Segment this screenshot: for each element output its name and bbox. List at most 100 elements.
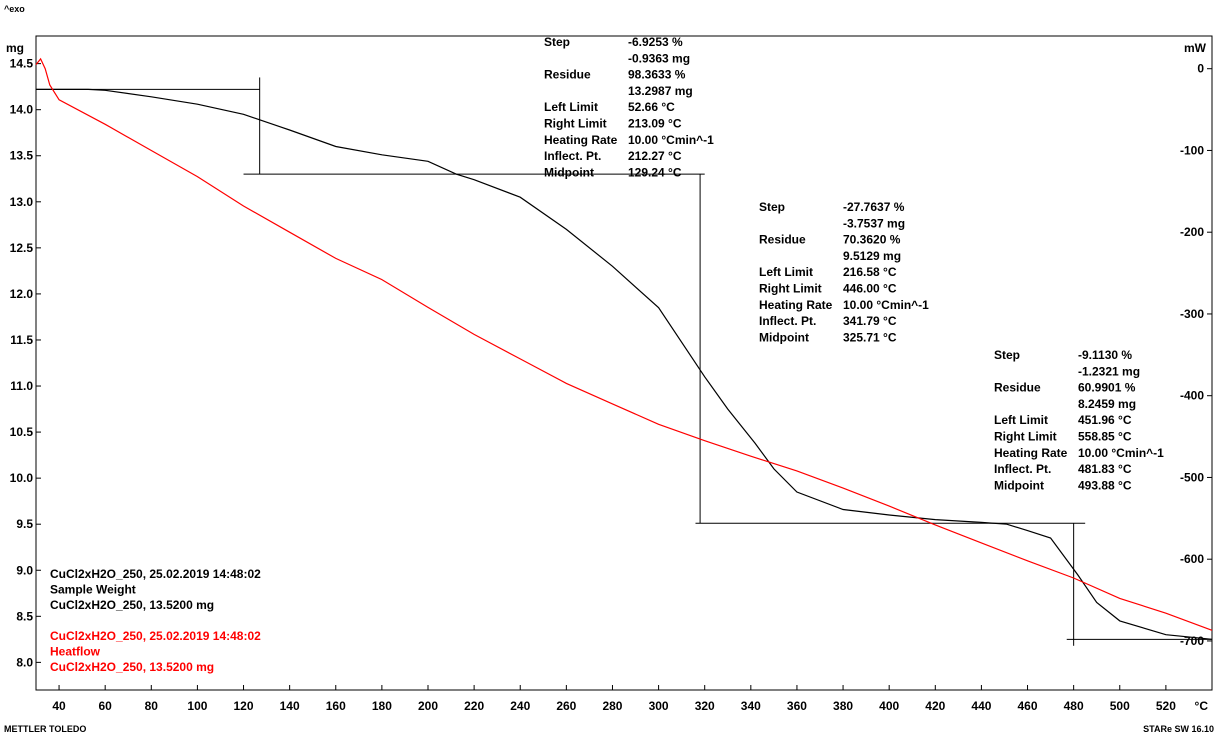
exo-label: ^exo [4, 4, 25, 14]
step-table-value: 10.00 °Cmin^-1 [628, 133, 714, 147]
x-tick-label: 80 [145, 699, 159, 713]
x-tick-label: 480 [1064, 699, 1084, 713]
step-table-label: Heating Rate [544, 133, 618, 147]
step-table-label: Midpoint [544, 165, 594, 179]
step-construction-lines [36, 77, 1212, 646]
y-left-tick-label: 12.0 [10, 287, 34, 301]
legend-line: Heatflow [50, 645, 101, 659]
step-table-value: 451.96 °C [1078, 413, 1132, 427]
legend-block: CuCl2xH2O_250, 25.02.2019 14:48:02 Sample… [50, 567, 261, 612]
step-table-label: Right Limit [994, 430, 1057, 444]
x-tick-label: 120 [234, 699, 254, 713]
step-table-label: Heating Rate [759, 298, 833, 312]
step-table-value: 98.3633 % [628, 68, 686, 82]
x-tick-label: 280 [602, 699, 622, 713]
y-left-tick-label: 9.5 [16, 517, 33, 531]
x-tick-label: 220 [464, 699, 484, 713]
step-table-value: 213.09 °C [628, 117, 682, 131]
x-unit: °C [1195, 699, 1209, 713]
legend-line: CuCl2xH2O_250, 25.02.2019 14:48:02 [50, 567, 261, 581]
step-table-label: Inflect. Pt. [759, 314, 816, 328]
legend-line: CuCl2xH2O_250, 25.02.2019 14:48:02 [50, 629, 261, 643]
x-tick-label: 440 [971, 699, 991, 713]
step-table-label: Inflect. Pt. [544, 149, 601, 163]
y-right-tick-label: -600 [1180, 552, 1204, 566]
step-result-table: Step -9.1130 % -1.2321 mg Residue 60.9901 % 8… [994, 348, 1164, 492]
y-left-tick-label: 8.0 [16, 655, 33, 669]
step-table-value: 325.71 °C [843, 330, 897, 344]
x-tick-label: 520 [1156, 699, 1176, 713]
legend-block: CuCl2xH2O_250, 25.02.2019 14:48:02 Heatfl… [50, 629, 261, 674]
step-table-label: Right Limit [759, 282, 822, 296]
step-table-label: Midpoint [759, 330, 809, 344]
y-left-tick-label: 13.5 [10, 149, 34, 163]
step-table-value: 52.66 °C [628, 100, 675, 114]
x-tick-label: 320 [695, 699, 715, 713]
y-right-unit: mW [1184, 41, 1207, 55]
y-right-tick-label: 0 [1197, 62, 1204, 76]
step-result-table: Step -27.7637 % -3.7537 mg Residue 70.3620 %… [759, 200, 929, 344]
step-table-value: 481.83 °C [1078, 462, 1132, 476]
legend-line: CuCl2xH2O_250, 13.5200 mg [50, 660, 214, 674]
step-table-label: Heating Rate [994, 446, 1068, 460]
step-table-value: 341.79 °C [843, 314, 897, 328]
x-tick-label: 160 [326, 699, 346, 713]
step-table-label: Residue [994, 381, 1041, 395]
x-tick-label: 240 [510, 699, 530, 713]
y-left-unit: mg [6, 41, 24, 55]
y-left-tick-label: 13.0 [10, 195, 34, 209]
step-table-label: Midpoint [994, 478, 1044, 492]
legend-line: Sample Weight [50, 583, 136, 597]
x-tick-label: 60 [98, 699, 112, 713]
footer-brand-left: METTLER TOLEDO [4, 724, 86, 734]
footer-brand-right: STARe SW 16.10 [1143, 724, 1214, 734]
y-left-tick-label: 9.0 [16, 563, 33, 577]
step-result-table: Step -6.9253 % -0.9363 mg Residue 98.3633 % 1… [544, 35, 714, 179]
step-table-value: 446.00 °C [843, 282, 897, 296]
step-table-value: 13.2987 mg [628, 84, 693, 98]
curve-legend: CuCl2xH2O_250, 25.02.2019 14:48:02 Sample… [50, 567, 261, 674]
step-table-value: 493.88 °C [1078, 478, 1132, 492]
step-table-value: 10.00 °Cmin^-1 [1078, 446, 1164, 460]
step-table-value: 129.24 °C [628, 165, 682, 179]
x-tick-label: 180 [372, 699, 392, 713]
step-table-label: Step [544, 35, 570, 49]
step-table-label: Right Limit [544, 117, 607, 131]
step-table-label: Left Limit [994, 413, 1048, 427]
step-table-value: 558.85 °C [1078, 430, 1132, 444]
x-tick-label: 420 [925, 699, 945, 713]
x-tick-label: 140 [280, 699, 300, 713]
step-table-label: Left Limit [544, 100, 598, 114]
x-tick-label: 300 [649, 699, 669, 713]
series-line-heatflow [35, 57, 1213, 631]
step-table-value: -0.9363 mg [628, 51, 690, 65]
step-result-tables: Step -6.9253 % -0.9363 mg Residue 98.3633 % 1… [544, 35, 1164, 492]
step-table-label: Inflect. Pt. [994, 462, 1051, 476]
step-table-value: -6.9253 % [628, 35, 683, 49]
axis-ticks: mg mW °C 40 60 80 100 120 140 160 180 200 220 240 260 2… [6, 41, 1212, 713]
step-table-value: 9.5129 mg [843, 249, 901, 263]
x-tick-label: 200 [418, 699, 438, 713]
y-left-tick-label: 10.0 [10, 471, 34, 485]
y-left-tick-label: 11.0 [10, 379, 33, 393]
data-series [35, 57, 1213, 640]
step-table-value: 216.58 °C [843, 265, 897, 279]
x-tick-label: 40 [52, 699, 66, 713]
x-tick-label: 400 [879, 699, 899, 713]
step-table-label: Residue [544, 68, 591, 82]
y-left-tick-label: 14.0 [10, 103, 34, 117]
step-table-value: 60.9901 % [1078, 381, 1136, 395]
step-table-value: -1.2321 mg [1078, 364, 1140, 378]
y-left-tick-label: 12.5 [10, 241, 34, 255]
step-table-value: -27.7637 % [843, 200, 905, 214]
y-right-tick-label: -400 [1180, 389, 1204, 403]
x-tick-label: 260 [556, 699, 576, 713]
x-tick-label: 380 [833, 699, 853, 713]
x-tick-label: 340 [741, 699, 761, 713]
y-left-tick-label: 10.5 [10, 425, 34, 439]
step-table-value: 70.3620 % [843, 233, 901, 247]
step-table-label: Step [994, 348, 1020, 362]
step-table-label: Residue [759, 233, 806, 247]
y-left-tick-label: 11.5 [10, 333, 33, 347]
